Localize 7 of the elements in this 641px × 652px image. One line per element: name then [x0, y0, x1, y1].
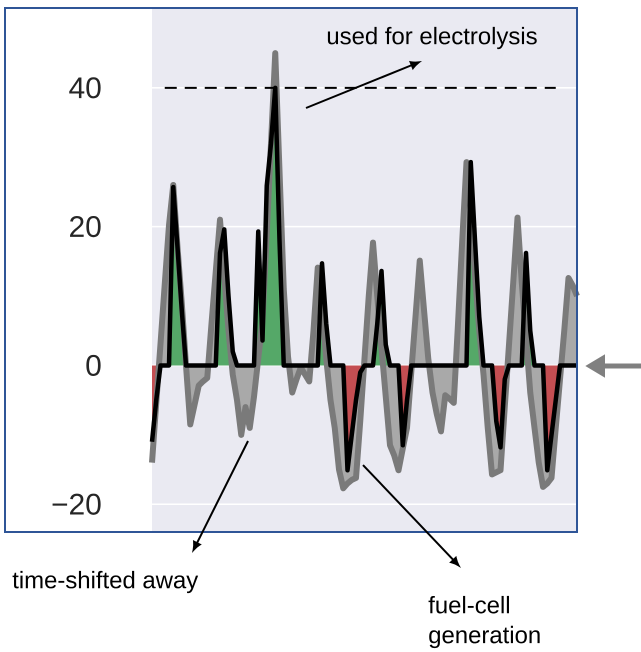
y-tick-label: 40: [69, 77, 101, 98]
text: fuel-cell generation: [428, 596, 540, 648]
y-tick-label: −20: [52, 494, 101, 515]
y-tick-label: 20: [70, 216, 101, 238]
y-tick-label: 0: [86, 354, 101, 376]
annotation: used for electrolysis: [328, 26, 537, 50]
text: time-shifted away: [12, 570, 198, 594]
